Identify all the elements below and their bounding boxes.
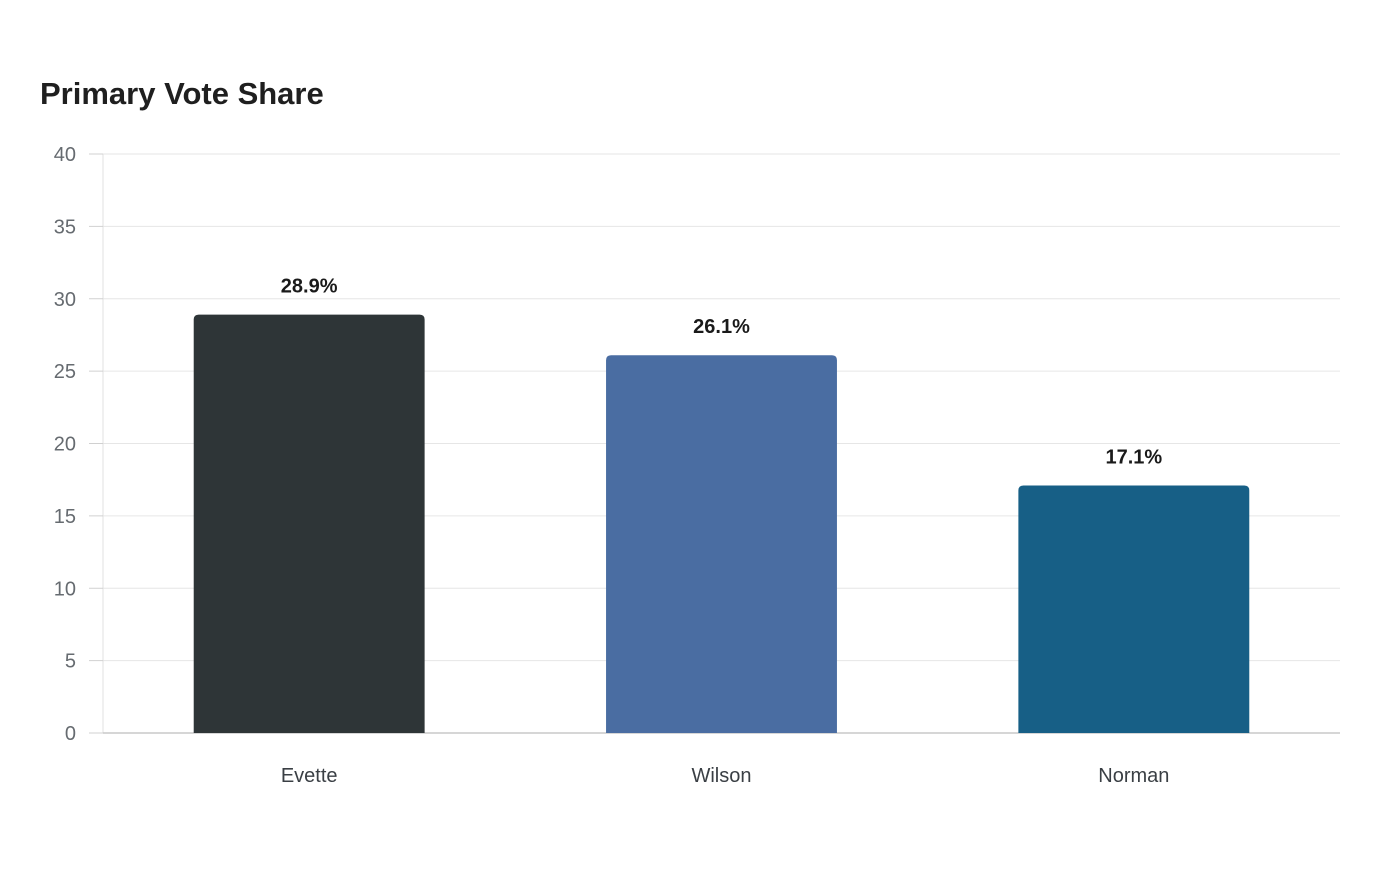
y-tick-label: 10: [54, 578, 76, 600]
bar-norman: [1018, 485, 1250, 733]
y-tick-label: 40: [54, 144, 76, 166]
data-label-norman: 17.1%: [1105, 446, 1162, 468]
category-label-norman: Norman: [1098, 765, 1169, 787]
y-tick-label: 30: [54, 289, 76, 311]
bar-wilson: [606, 355, 837, 733]
y-axis-ticks: 0 5 10 15 20 25 30 35 40: [54, 144, 103, 745]
category-label-wilson: Wilson: [691, 765, 751, 787]
y-tick-label: 5: [65, 651, 76, 673]
category-label-evette: Evette: [281, 765, 338, 787]
y-tick-label: 20: [54, 434, 76, 456]
bars: [193, 314, 1250, 733]
y-tick-label: 35: [54, 216, 76, 238]
chart-title: Primary Vote Share: [40, 76, 324, 111]
y-tick-label: 25: [54, 361, 76, 383]
data-labels: 28.9% 26.1% 17.1%: [281, 276, 1163, 469]
bar-evette: [193, 314, 425, 733]
y-tick-label: 0: [65, 723, 76, 745]
data-label-wilson: 26.1%: [693, 316, 750, 338]
data-label-evette: 28.9%: [281, 276, 338, 298]
x-axis-categories: Evette Wilson Norman: [281, 765, 1170, 787]
y-tick-label: 15: [54, 506, 76, 528]
